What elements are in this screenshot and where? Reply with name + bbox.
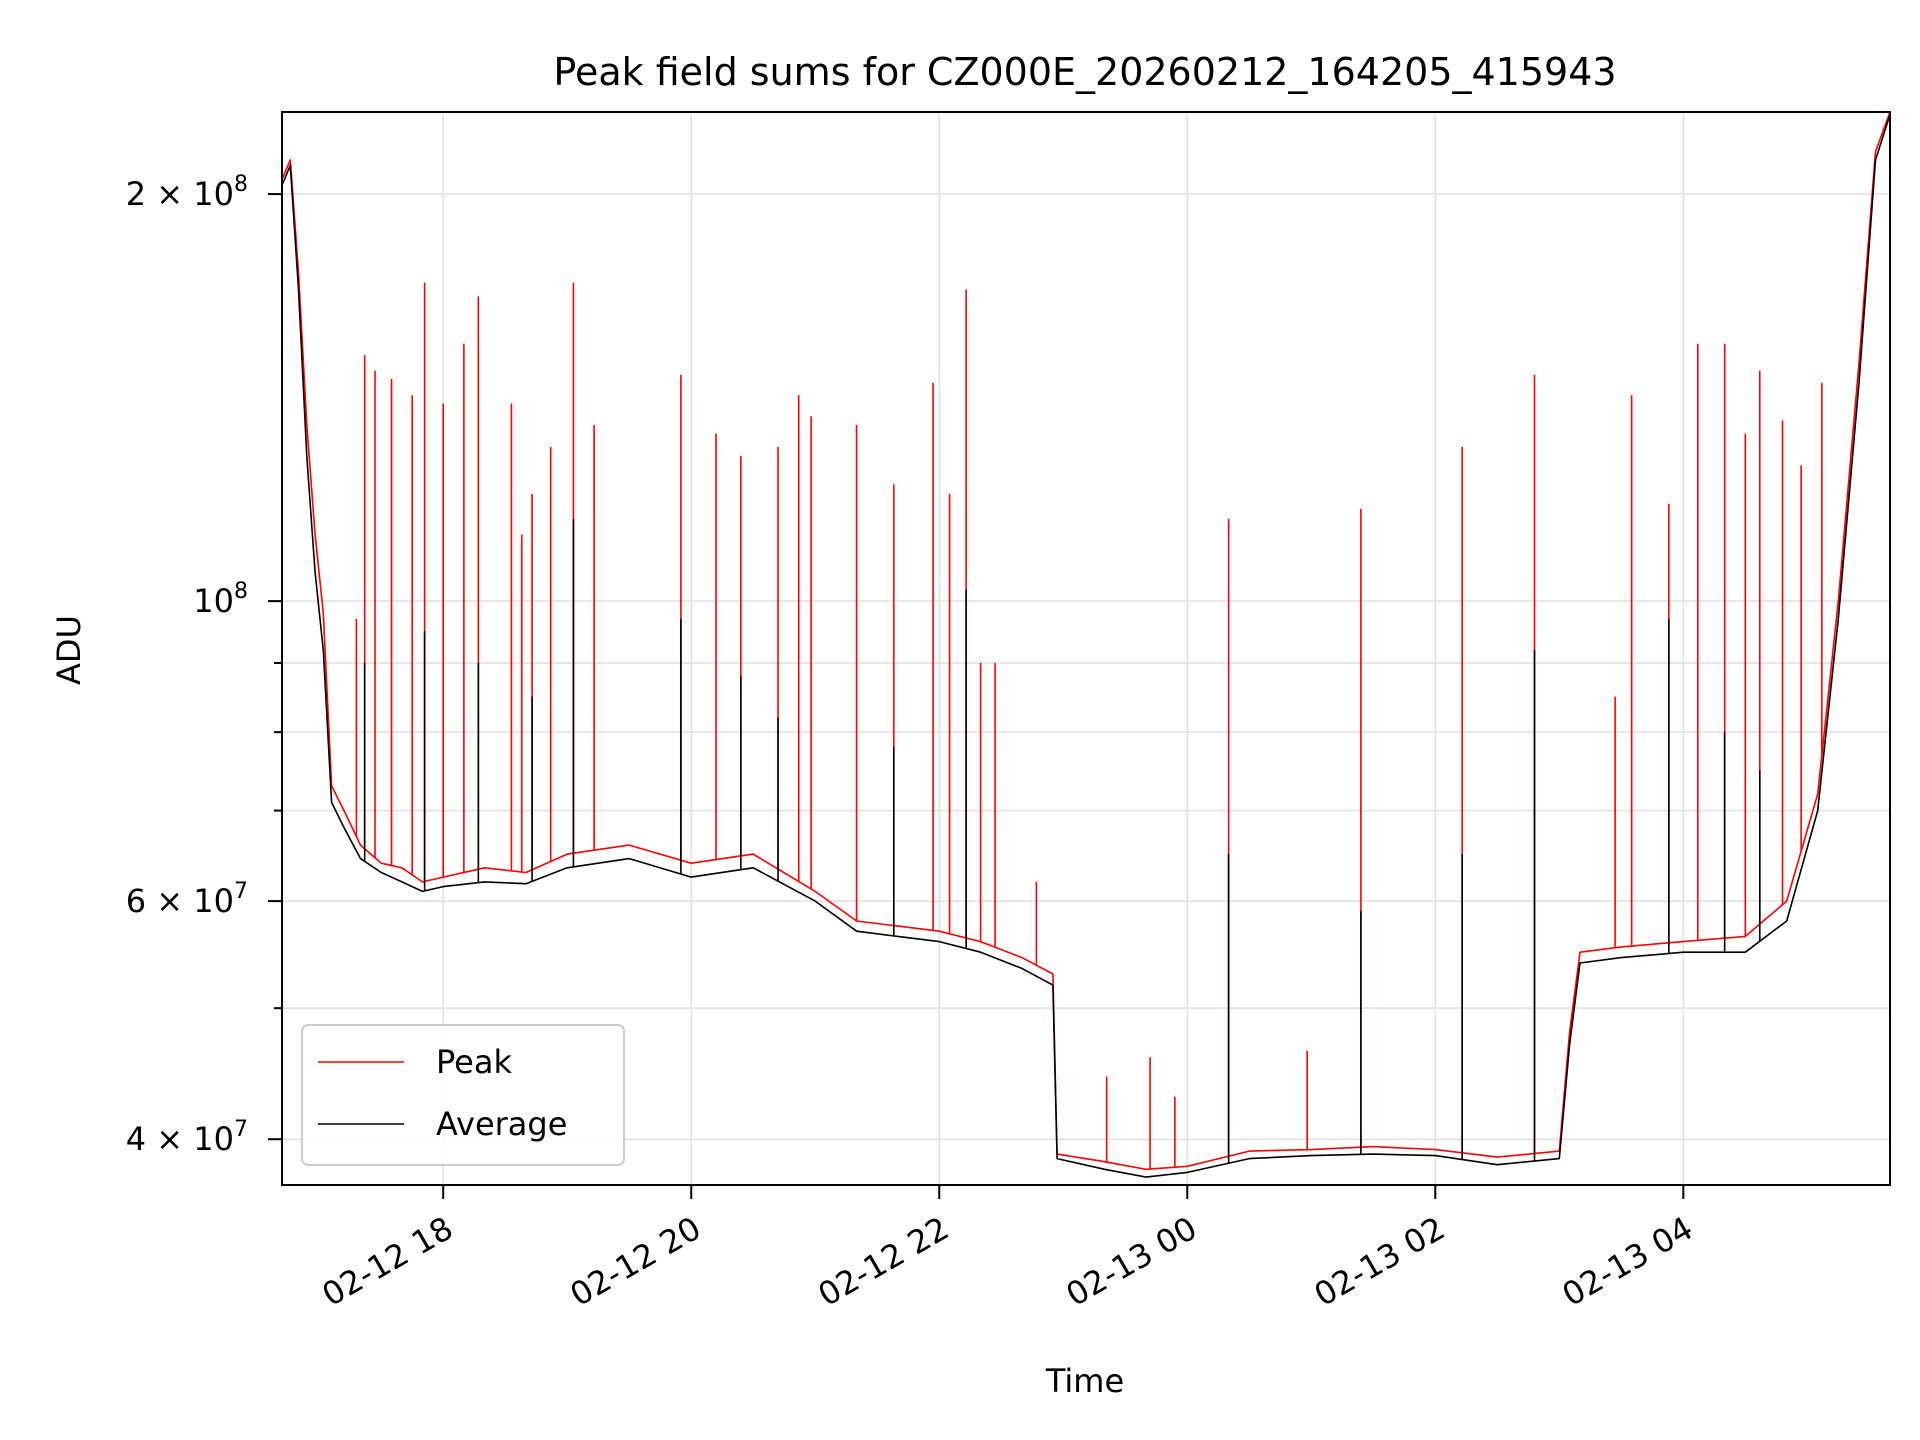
legend-box [301, 1024, 625, 1166]
chart-title: Peak field sums for CZ000E_20260212_1642… [553, 50, 1616, 94]
legend-label-peak: Peak [436, 1043, 512, 1081]
y-tick-label: 4 × 107 [126, 1117, 248, 1158]
y-tick-label: 108 [193, 579, 248, 620]
y-tick-label: 2 × 108 [126, 172, 248, 213]
y-axis-label: ADU [50, 615, 88, 685]
x-axis-label: Time [1045, 1362, 1124, 1400]
plot-frame [281, 111, 1891, 1186]
legend-label-average: Average [436, 1105, 567, 1143]
legend: Peak Average [301, 1024, 625, 1166]
series-layer [282, 112, 1890, 1178]
series-line-average [282, 114, 1890, 1178]
y-axis-ticks: 4 × 107 6 × 107 108 2 × 108 [126, 172, 282, 1158]
y-tick-label: 6 × 107 [126, 879, 248, 920]
